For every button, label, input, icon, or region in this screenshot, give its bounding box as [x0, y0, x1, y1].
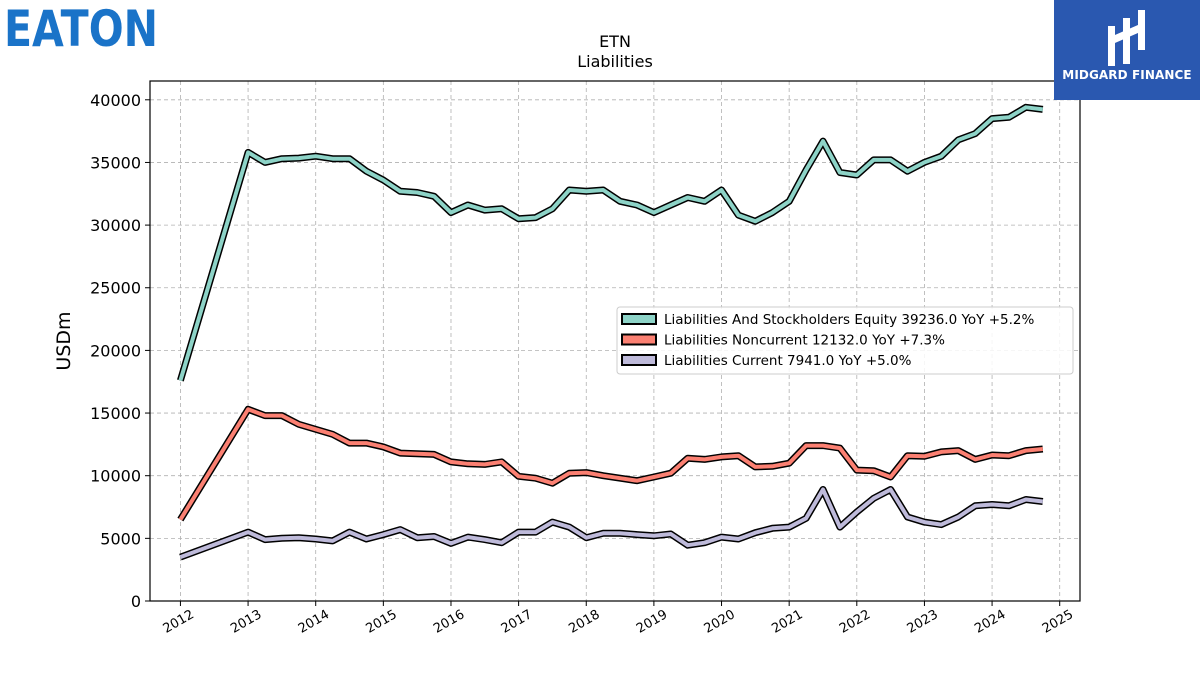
legend-box: [616, 306, 1074, 375]
eaton-logo: EATON: [4, 0, 160, 58]
y-axis-label: USDm: [53, 311, 75, 370]
x-tick-label: 2022: [837, 607, 873, 637]
series-line-2: [179, 487, 1044, 559]
y-tick-label: 35000: [90, 153, 141, 172]
eaton-logo-text: EATON: [4, 4, 158, 48]
series-layer: [177, 103, 1044, 561]
x-tick-label: 2017: [499, 607, 535, 637]
series-line-1: [178, 407, 1043, 521]
chart-subtitle: Liabilities: [577, 52, 653, 71]
x-tick-label: 2013: [228, 607, 264, 637]
x-tick-label: 2020: [702, 607, 738, 637]
plot-frame: [149, 80, 1081, 602]
x-tick-label: 2012: [161, 607, 197, 637]
legend-entry: Liabilities Noncurrent 12132.0 YoY +7.3%: [664, 333, 945, 349]
x-tick-label: 2024: [972, 607, 1008, 637]
y-tick-label: 15000: [90, 404, 141, 423]
x-tick-label: 2018: [566, 607, 602, 637]
y-tick-label: 10000: [90, 467, 141, 486]
series-outline-2: [179, 486, 1044, 561]
legend-entry: Liabilities Current 7941.0 YoY +5.0%: [664, 353, 912, 369]
x-tick-label: 2023: [905, 607, 941, 637]
y-tick-label: 20000: [90, 341, 141, 360]
y-tick-label: 0: [131, 592, 141, 611]
chart-title: ETN: [599, 32, 631, 51]
x-tick-label: 2016: [431, 607, 467, 637]
x-tick-label: 2015: [364, 607, 400, 637]
y-tick-label: 25000: [90, 279, 141, 298]
legend-swatch: [621, 333, 657, 346]
y-axis-ticks: 0 5000 10000 15000 20000 25000 30000 35000 40000: [90, 91, 150, 611]
y-tick-label: 30000: [90, 216, 141, 235]
y-tick-label: 5000: [100, 529, 141, 548]
legend: Liabilities And Stockholders Equity 3923…: [616, 306, 1074, 375]
legend-swatch: [621, 354, 657, 366]
legend-entry: Liabilities And Stockholders Equity 3923…: [664, 312, 1034, 328]
y-tick-label: 40000: [90, 91, 141, 110]
x-tick-label: 2019: [634, 607, 670, 637]
x-tick-label: 2025: [1040, 607, 1076, 637]
eaton-logo-mark: EATON: [4, 0, 158, 58]
midgard-finance-logo-text: MIDGARD FINANCE: [1062, 68, 1192, 82]
x-axis-ticks: 2012 2013 2014 2015 2016 2017 2018 2019 2020 2021…: [161, 601, 1076, 637]
series-line-0: [178, 105, 1044, 382]
midgard-finance-logo: MIDGARD FINANCE: [1054, 0, 1200, 100]
midgard-finance-emblem-icon: [1108, 10, 1145, 66]
x-tick-label: 2014: [296, 607, 332, 637]
x-tick-label: 2021: [769, 607, 805, 637]
legend-swatch: [621, 313, 657, 325]
